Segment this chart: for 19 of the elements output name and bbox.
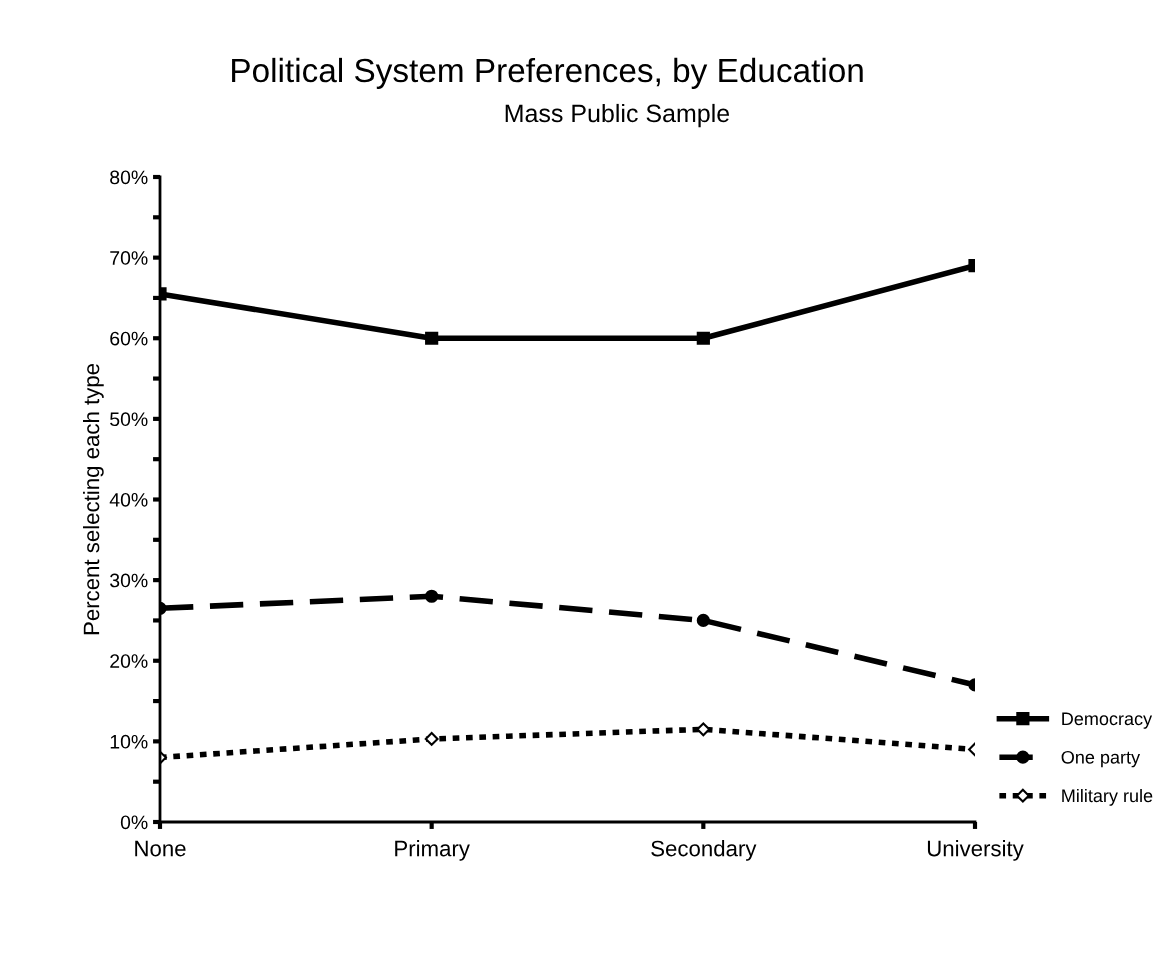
x-tick-label: Primary bbox=[395, 840, 470, 861]
y-tick-label: 50% bbox=[110, 412, 148, 427]
y-tick-label: 40% bbox=[109, 492, 148, 507]
y-tick-label: 20% bbox=[110, 654, 148, 668]
y-tick-label: 60% bbox=[110, 331, 148, 346]
y-tick-label: 30% bbox=[110, 573, 148, 588]
x-tick-label: Secondary bbox=[651, 840, 757, 861]
y-tick-label: 80% bbox=[110, 170, 148, 185]
legend-label: Democracy bbox=[1062, 712, 1153, 729]
legend-label: Military rule bbox=[1062, 788, 1153, 806]
y-tick-label: 0% bbox=[120, 815, 148, 830]
chart-title: Political System Preferences, by Education bbox=[232, 57, 863, 89]
legend-label: One party bbox=[1061, 750, 1141, 768]
y-tick-label: 10% bbox=[110, 734, 148, 749]
y-tick-label: 70% bbox=[110, 251, 148, 265]
chart-subtitle: Mass Public Sample bbox=[505, 103, 730, 128]
x-tick-label: None bbox=[135, 840, 186, 857]
x-tick-label: University bbox=[927, 840, 1024, 861]
y-axis-title: Percent selecting each type bbox=[83, 363, 104, 635]
